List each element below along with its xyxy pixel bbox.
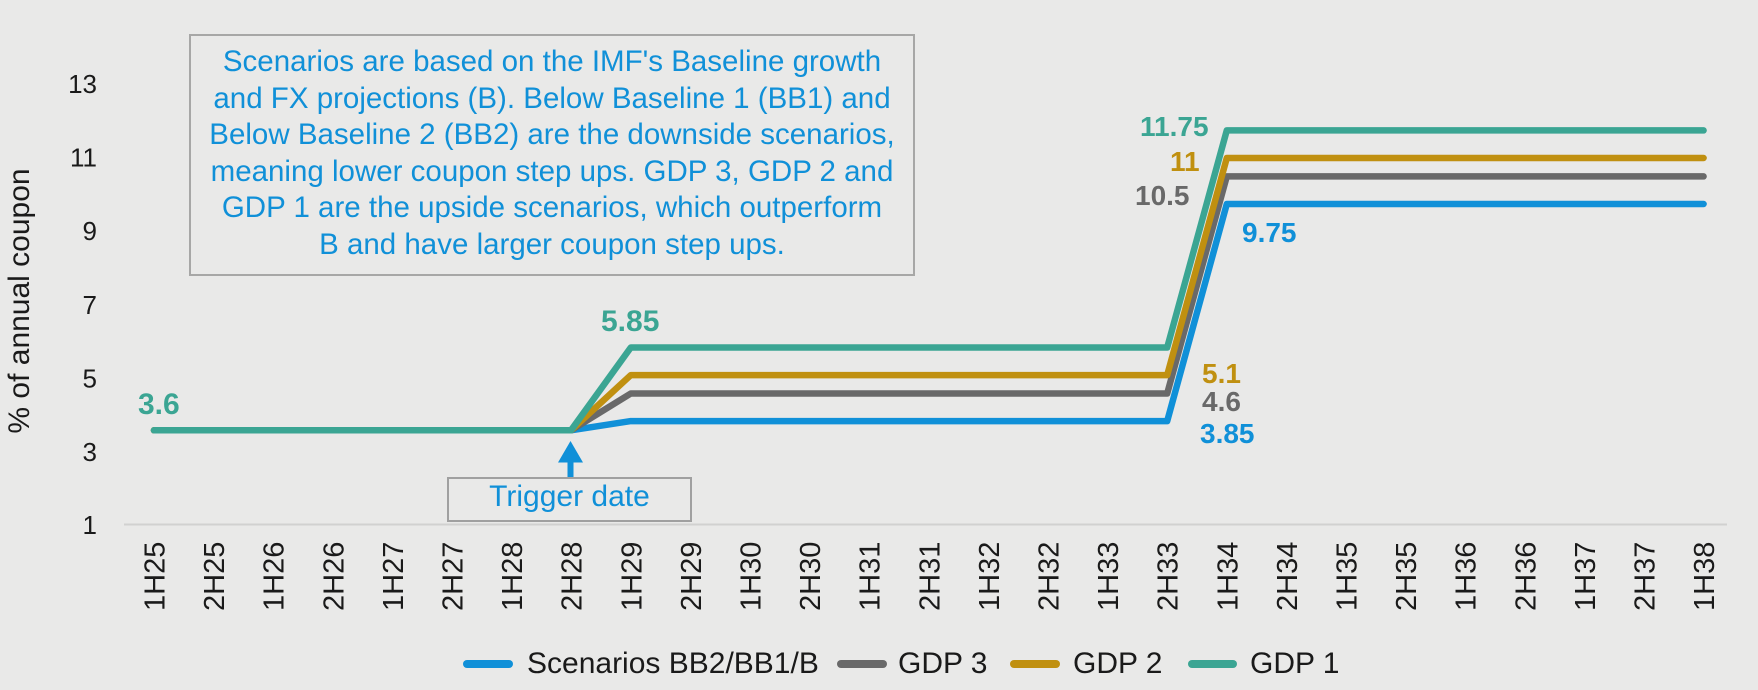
- svg-text:1H38: 1H38: [1689, 542, 1721, 611]
- svg-text:2H31: 2H31: [914, 542, 946, 611]
- svg-text:1H29: 1H29: [616, 542, 648, 611]
- svg-text:1H28: 1H28: [497, 542, 529, 611]
- svg-text:2H28: 2H28: [557, 542, 589, 611]
- svg-text:2H34: 2H34: [1272, 542, 1304, 611]
- svg-text:1H25: 1H25: [140, 542, 172, 611]
- svg-text:2H35: 2H35: [1391, 542, 1423, 611]
- svg-text:1H36: 1H36: [1451, 542, 1483, 611]
- svg-text:1: 1: [83, 510, 97, 540]
- svg-text:1H31: 1H31: [855, 542, 887, 611]
- svg-text:1H27: 1H27: [378, 542, 410, 611]
- svg-text:1H26: 1H26: [259, 542, 291, 611]
- svg-text:1H33: 1H33: [1093, 542, 1125, 611]
- svg-text:3: 3: [83, 437, 97, 467]
- svg-text:1H32: 1H32: [974, 542, 1006, 611]
- svg-text:13: 13: [68, 69, 97, 99]
- svg-text:2H32: 2H32: [1034, 542, 1066, 611]
- svg-text:11: 11: [70, 143, 97, 173]
- svg-text:2H36: 2H36: [1510, 542, 1542, 611]
- svg-text:1H30: 1H30: [736, 542, 768, 611]
- svg-text:7: 7: [83, 290, 97, 320]
- svg-text:2H37: 2H37: [1630, 542, 1662, 611]
- svg-text:2H25: 2H25: [199, 542, 231, 611]
- svg-text:2H30: 2H30: [795, 542, 827, 611]
- svg-text:2H26: 2H26: [318, 542, 350, 611]
- svg-text:9: 9: [83, 216, 97, 246]
- svg-text:2H33: 2H33: [1153, 542, 1185, 611]
- svg-text:1H35: 1H35: [1332, 542, 1364, 611]
- svg-text:1H37: 1H37: [1570, 542, 1602, 611]
- svg-text:2H27: 2H27: [438, 542, 470, 611]
- svg-text:5: 5: [83, 363, 97, 393]
- svg-text:1H34: 1H34: [1212, 542, 1244, 611]
- svg-text:2H29: 2H29: [676, 542, 708, 611]
